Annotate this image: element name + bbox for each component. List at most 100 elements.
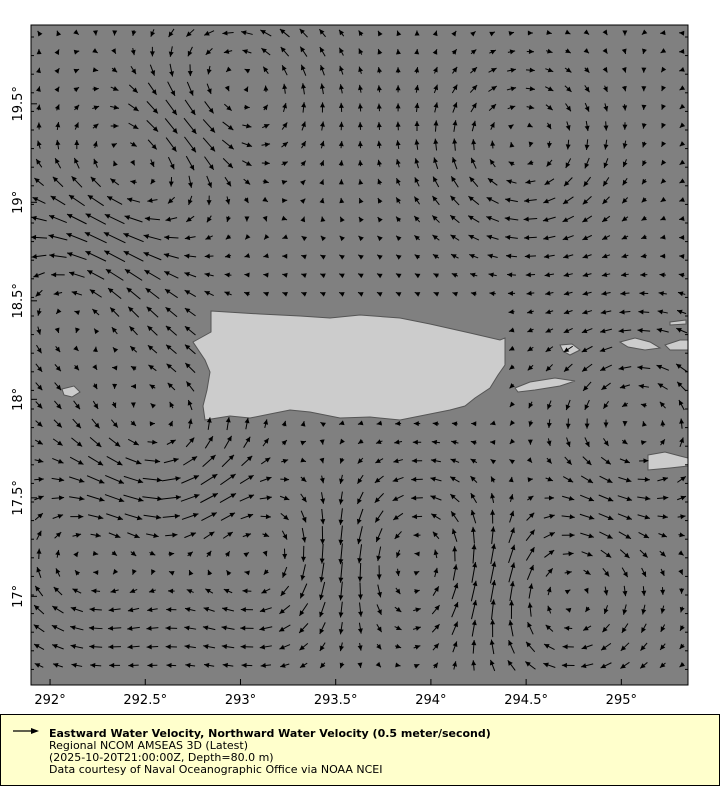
arrow-head — [110, 178, 116, 184]
velocity-arrow — [36, 344, 42, 354]
arrow-head — [600, 328, 606, 334]
velocity-arrow — [452, 641, 458, 653]
arrow-head — [545, 327, 552, 333]
arrow-head — [87, 270, 93, 275]
arrow-head — [79, 495, 85, 501]
arrow-head — [301, 121, 306, 128]
arrow-head — [563, 347, 570, 353]
arrow-head — [130, 346, 136, 352]
velocity-arrow — [71, 290, 83, 296]
velocity-arrow — [70, 644, 84, 649]
arrow-head — [263, 272, 269, 278]
velocity-arrow — [202, 119, 216, 133]
arrow-head — [509, 49, 516, 55]
land-st-thomas — [618, 337, 662, 351]
velocity-arrow — [33, 624, 45, 633]
velocity-arrow — [55, 549, 61, 558]
arrow-head — [89, 607, 95, 613]
arrow-head — [527, 346, 534, 352]
velocity-arrow — [36, 530, 42, 540]
arrow-head — [582, 217, 588, 223]
arrow-head — [509, 142, 515, 148]
velocity-arrow — [338, 601, 344, 618]
arrow-head — [339, 645, 344, 652]
arrow-head — [319, 83, 325, 89]
arrow-head — [282, 161, 288, 167]
arrow-head — [265, 514, 271, 520]
velocity-arrow — [36, 140, 42, 149]
velocity-arrow — [543, 532, 556, 539]
arrow-head — [36, 159, 42, 165]
arrow-head — [357, 420, 364, 426]
velocity-arrow — [34, 439, 44, 445]
arrow-head — [490, 509, 496, 515]
velocity-arrow — [414, 30, 420, 36]
velocity-arrow — [165, 344, 177, 355]
arrow-head — [395, 292, 402, 297]
velocity-arrow — [126, 197, 141, 203]
arrow-head — [143, 234, 150, 239]
velocity-arrow — [679, 662, 685, 668]
velocity-arrow — [659, 662, 666, 669]
velocity-arrow — [241, 142, 253, 148]
land-anegada-reef — [669, 319, 687, 326]
arrow-head — [319, 439, 325, 445]
arrow-head — [36, 67, 41, 74]
arrow-head — [130, 550, 137, 557]
velocity-arrow — [281, 122, 288, 130]
arrow-head — [491, 86, 497, 91]
arrow-head — [452, 291, 458, 297]
arrow-head — [584, 144, 590, 150]
velocity-arrow — [641, 215, 647, 221]
arrow-head — [378, 30, 383, 37]
velocity-arrow — [319, 64, 325, 76]
x-tick-label: 295° — [606, 693, 637, 708]
velocity-arrow — [432, 643, 440, 651]
velocity-arrow — [618, 328, 632, 334]
arrow-head — [602, 66, 608, 73]
arrow-head — [128, 662, 134, 668]
arrow-head — [144, 216, 151, 222]
velocity-arrow — [165, 644, 177, 650]
arrow-head — [148, 364, 154, 370]
arrow-head — [37, 30, 43, 37]
arrow-head — [173, 457, 179, 463]
arrow-head — [490, 526, 496, 532]
velocity-arrow — [54, 364, 62, 372]
arrow-head — [375, 439, 382, 444]
velocity-arrow — [123, 475, 144, 484]
arrow-head — [73, 29, 79, 35]
arrow-head — [282, 272, 288, 278]
velocity-arrow — [92, 346, 98, 352]
velocity-arrow — [640, 623, 647, 633]
velocity-arrow — [581, 551, 593, 557]
velocity-arrow — [565, 48, 572, 54]
velocity-arrow — [299, 46, 308, 57]
arrow-head — [282, 534, 288, 540]
velocity-arrow — [622, 159, 628, 168]
velocity-arrow — [563, 290, 573, 296]
arrow-head — [108, 607, 114, 613]
velocity-arrow — [55, 308, 62, 315]
velocity-arrow — [565, 158, 572, 169]
velocity-arrow — [112, 365, 118, 371]
velocity-arrow — [450, 195, 460, 206]
arrow-head — [640, 663, 646, 669]
velocity-arrow — [679, 588, 685, 594]
velocity-arrow — [186, 589, 194, 594]
velocity-arrow — [204, 253, 214, 259]
arrow-head — [660, 178, 667, 184]
velocity-arrow — [224, 550, 231, 557]
arrow-head — [605, 552, 612, 558]
velocity-arrow — [113, 160, 118, 167]
velocity-arrow — [565, 418, 571, 429]
velocity-arrow — [679, 625, 685, 632]
arrow-head — [241, 662, 247, 668]
arrow-head — [92, 67, 99, 73]
velocity-arrow — [128, 122, 139, 130]
arrow-head — [113, 160, 118, 167]
velocity-arrow — [641, 178, 647, 185]
velocity-arrow — [489, 291, 496, 297]
velocity-arrow — [619, 384, 631, 389]
velocity-arrow — [300, 493, 307, 503]
